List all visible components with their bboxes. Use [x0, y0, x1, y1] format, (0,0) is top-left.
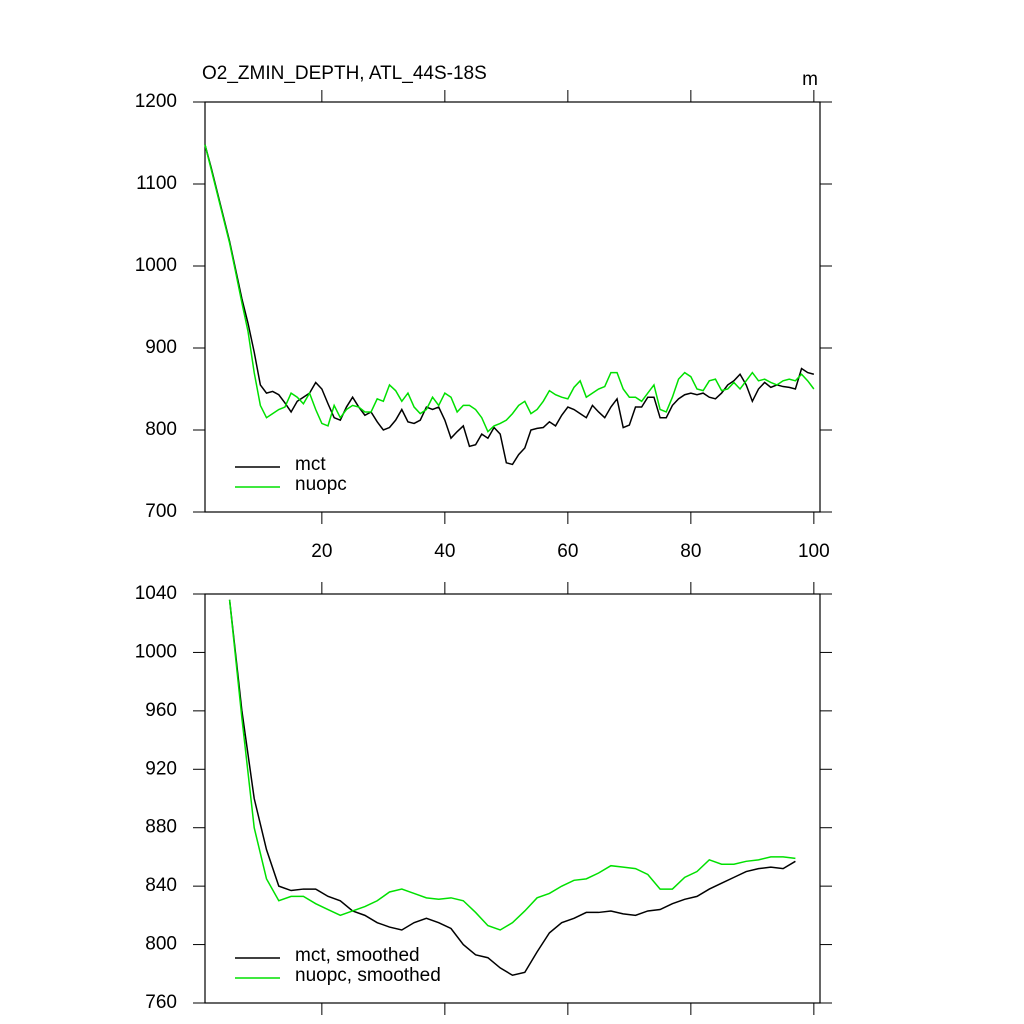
- y-tick-label: 1200: [135, 91, 177, 112]
- y-tick-label: 1040: [135, 583, 177, 604]
- y-tick-label: 960: [145, 700, 177, 721]
- y-unit-label: m: [802, 69, 818, 90]
- y-tick-label: 880: [145, 817, 177, 838]
- legend-label: nuopc, smoothed: [295, 965, 441, 986]
- series-line: [204, 144, 815, 433]
- y-tick-label: 920: [145, 758, 177, 779]
- y-tick-label: 800: [145, 934, 177, 955]
- y-tick-label: 1000: [135, 641, 177, 662]
- x-tick-label: 40: [434, 541, 455, 562]
- x-tick-label: 20: [311, 541, 332, 562]
- y-tick-label: 1100: [136, 173, 177, 194]
- x-tick-label: 100: [798, 541, 830, 562]
- plot-frame: [204, 101, 821, 513]
- chart-title: O2_ZMIN_DEPTH, ATL_44S-18S: [202, 63, 487, 84]
- legend-label: nuopc: [295, 474, 347, 495]
- series-line: [204, 144, 815, 466]
- y-tick-label: 700: [145, 501, 177, 522]
- y-tick-label: 760: [145, 992, 177, 1013]
- series-line: [228, 599, 796, 931]
- x-tick-label: 60: [557, 541, 578, 562]
- y-tick-label: 900: [145, 337, 177, 358]
- plot-frame: [204, 593, 821, 1004]
- series-line: [228, 599, 796, 977]
- legend-label: mct: [295, 454, 326, 475]
- legend-label: mct, smoothed: [295, 945, 420, 966]
- y-tick-label: 840: [145, 875, 177, 896]
- x-tick-label: 80: [680, 541, 701, 562]
- y-tick-label: 1000: [135, 255, 177, 276]
- y-tick-label: 800: [145, 419, 177, 440]
